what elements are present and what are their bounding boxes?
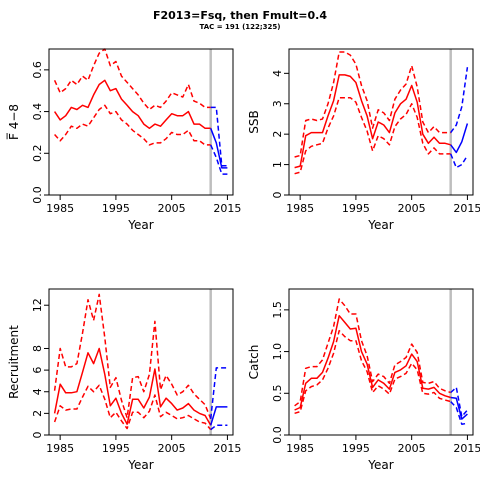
series-line-projection-lower xyxy=(210,424,228,431)
plot-frame xyxy=(288,288,474,436)
x-tick-label: 2015 xyxy=(213,442,241,455)
y-tick-label: 0.0 xyxy=(271,426,284,444)
y-tick-label: 1 xyxy=(271,161,284,168)
series-line-historic-lower xyxy=(294,329,451,415)
y-tick-label: 8 xyxy=(31,345,44,352)
series-line-historic-lower xyxy=(53,384,212,431)
series-line-projection-mid xyxy=(209,128,228,169)
page-subtitle: TAC = 191 (122;325) xyxy=(199,23,281,31)
series-line-historic-lower xyxy=(54,104,211,146)
y-tick-label: 6 xyxy=(31,367,44,374)
x-tick-label: 1995 xyxy=(102,442,130,455)
chart-panel-2: 1985 1995 2005 2015 Year 0 1 2 3 4 SSB xyxy=(247,48,480,232)
y-axis-label: SSB xyxy=(247,110,261,133)
series-line-historic-upper xyxy=(294,51,451,158)
x-axis-label: Year xyxy=(127,458,153,472)
x-tick-label: 2005 xyxy=(398,442,426,455)
series-line-projection-lower xyxy=(450,401,468,425)
chart-panel-3: 1985 1995 2005 2015 Year 0 2 4 6 8 12 Recruitment xyxy=(7,288,241,472)
x-tick-label: 2015 xyxy=(213,202,241,215)
y-tick-label: 1.5 xyxy=(271,301,284,319)
plot-frame xyxy=(48,48,234,196)
x-tick-label: 1995 xyxy=(342,202,370,215)
x-axis-label: Year xyxy=(367,458,393,472)
series-line-projection-upper xyxy=(210,106,228,167)
y-tick-label: 12 xyxy=(31,298,44,312)
y-tick-label: 4 xyxy=(271,70,284,77)
series-line-projection-mid xyxy=(209,406,228,426)
series-line-historic-upper xyxy=(53,48,211,111)
y-tick-label: 0 xyxy=(31,432,44,439)
series-line-projection-upper xyxy=(450,67,469,134)
series-line-historic-mid xyxy=(53,79,211,130)
y-tick-label: 0.4 xyxy=(31,103,44,121)
x-axis-label: Year xyxy=(127,218,153,232)
y-tick-label: 3 xyxy=(271,100,284,107)
y-tick-label: 0.0 xyxy=(31,186,44,204)
series-line-historic-lower xyxy=(294,96,451,175)
series-line-historic-mid xyxy=(53,347,212,426)
x-tick-label: 1985 xyxy=(286,442,314,455)
series-line-historic-upper xyxy=(294,298,451,407)
series-line-projection-mid xyxy=(450,123,469,154)
y-tick-label: 0.5 xyxy=(271,385,284,403)
series-line-projection-lower xyxy=(210,144,228,175)
y-tick-label: 0.6 xyxy=(31,61,44,79)
y-axis-label: F̅ 4−8 xyxy=(6,104,21,140)
x-tick-label: 1995 xyxy=(102,202,130,215)
chart-panel-4: 1985 1995 2005 2015 Year 0.0 0.5 1.0 1.5 Catch xyxy=(247,288,480,472)
y-tick-label: 0 xyxy=(271,192,284,199)
series-line-projection-lower xyxy=(450,153,469,169)
chart-panel-1: 1985 1995 2005 2015 Year 0.0 0.2 0.4 0.6 F̅ 4−8 xyxy=(6,48,241,232)
x-tick-label: 1985 xyxy=(46,202,74,215)
series-line-historic-mid xyxy=(294,314,451,411)
plot-frame xyxy=(288,48,474,196)
y-axis-label: Catch xyxy=(247,345,261,380)
page-title: F2013=Fsq, then Fmult=0.4 xyxy=(152,9,328,22)
x-tick-label: 2005 xyxy=(158,442,186,455)
y-axis-label: Recruitment xyxy=(7,325,21,399)
plot-frame xyxy=(48,288,234,436)
x-tick-label: 1995 xyxy=(342,442,370,455)
x-tick-label: 2005 xyxy=(158,202,186,215)
y-tick-label: 0.2 xyxy=(31,145,44,163)
series-line-projection-upper xyxy=(209,367,228,419)
x-tick-label: 2015 xyxy=(453,442,480,455)
series-line-projection-mid xyxy=(450,396,468,420)
x-tick-label: 2005 xyxy=(398,202,426,215)
y-tick-label: 4 xyxy=(31,388,44,395)
y-tick-label: 2 xyxy=(31,410,44,417)
x-tick-label: 1985 xyxy=(46,442,74,455)
series-line-projection-upper xyxy=(450,386,468,418)
y-tick-label: 2 xyxy=(271,131,284,138)
series-line-historic-mid xyxy=(294,74,451,169)
x-tick-label: 1985 xyxy=(286,202,314,215)
y-tick-label: 1.0 xyxy=(271,343,284,361)
x-tick-label: 2015 xyxy=(453,202,480,215)
x-axis-label: Year xyxy=(367,218,393,232)
